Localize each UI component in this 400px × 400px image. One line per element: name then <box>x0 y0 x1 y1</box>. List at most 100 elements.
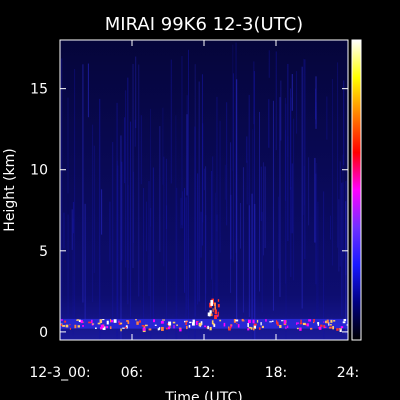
echo-cell <box>281 320 284 322</box>
noise-streak <box>117 165 119 329</box>
noise-streak <box>197 173 199 305</box>
echo-cell <box>248 326 252 329</box>
echo-cell <box>139 320 141 323</box>
noise-streak <box>133 171 135 244</box>
noise-streak <box>212 156 214 303</box>
echo-cell <box>124 326 127 329</box>
noise-streak <box>277 196 279 269</box>
echo-cell <box>279 324 282 328</box>
echo-cell <box>154 324 157 326</box>
noise-streak <box>216 96 218 232</box>
noise-streak <box>291 74 293 111</box>
noise-streak <box>236 79 238 324</box>
echo-cell <box>330 319 333 323</box>
noise-streak <box>253 71 255 329</box>
echo-cell <box>212 322 215 326</box>
echo-cell <box>306 323 309 327</box>
noise-streak <box>165 158 167 229</box>
noise-streak <box>72 218 74 336</box>
echo-cell <box>80 320 83 324</box>
echo-cell <box>283 319 286 324</box>
noise-streak <box>317 201 319 324</box>
echo-cell <box>125 325 128 329</box>
echo-cell <box>120 322 123 325</box>
echo-cell <box>213 323 216 327</box>
noise-streak <box>92 124 94 303</box>
echo-cell <box>69 324 71 326</box>
noise-streak <box>301 66 303 309</box>
noise-streak <box>280 80 282 141</box>
noise-streak <box>252 129 254 340</box>
echo-cell <box>178 327 182 329</box>
echo-cell <box>113 319 117 323</box>
noise-streak <box>202 123 204 223</box>
echo-cell <box>320 324 323 327</box>
noise-streak <box>181 55 183 226</box>
echo-cell <box>118 320 120 323</box>
noise-streak <box>205 215 207 294</box>
colorbar-gradient <box>352 40 361 340</box>
noise-streak <box>138 64 140 297</box>
echo-cell <box>65 324 69 328</box>
noise-streak <box>315 76 317 129</box>
echo-band <box>60 318 348 329</box>
echo-cell <box>118 322 122 325</box>
echo-cell <box>210 313 213 317</box>
noise-streak <box>99 98 101 340</box>
noise-streak <box>303 58 305 215</box>
noise-streak <box>248 205 250 318</box>
echo-cell <box>207 312 211 317</box>
echo-cell <box>192 319 195 323</box>
echo-cell <box>333 320 336 322</box>
echo-cell <box>326 319 329 324</box>
noise-streak <box>188 49 190 339</box>
echo-cell <box>236 322 238 325</box>
echo-cell <box>157 328 160 331</box>
echo-cell <box>100 324 104 328</box>
plot-area <box>59 39 349 341</box>
noise-streak <box>254 203 256 340</box>
echo-cell <box>230 324 233 327</box>
echo-cell <box>109 326 112 330</box>
noise-streak <box>232 73 234 262</box>
echo-cell <box>275 320 278 322</box>
echo-cell <box>336 328 339 331</box>
echo-cell <box>82 325 84 327</box>
echo-cell <box>189 321 192 324</box>
noise-streak <box>116 102 118 336</box>
noise-streak <box>290 88 292 190</box>
colorbar <box>351 39 362 341</box>
echo-cell <box>173 325 175 329</box>
noise-streak <box>145 201 147 252</box>
echo-cell <box>296 322 299 324</box>
echo-cell <box>265 319 267 322</box>
echo-cell <box>166 323 169 325</box>
echo-cell <box>217 299 220 302</box>
echo-cell <box>91 319 93 324</box>
echo-cell <box>165 327 168 330</box>
y-tick-label: 5 <box>39 244 48 260</box>
echo-cell <box>210 300 214 306</box>
echo-cell <box>211 320 214 325</box>
echo-cell <box>160 320 164 324</box>
echo-cell <box>329 324 332 326</box>
noise-streak <box>232 44 234 171</box>
echo-cell <box>346 324 348 326</box>
echo-cell <box>340 326 344 329</box>
echo-cell <box>198 322 202 327</box>
echo-cell <box>332 326 334 330</box>
noise-streak <box>127 77 129 305</box>
echo-cell <box>99 319 103 324</box>
noise-streak <box>215 192 217 304</box>
noise-streak <box>82 64 84 303</box>
noise-streak <box>152 167 154 331</box>
echo-cell <box>122 327 125 329</box>
echo-cell <box>102 319 105 321</box>
noise-streak <box>253 61 255 125</box>
noise-streak <box>148 180 150 297</box>
echo-cell <box>258 327 261 330</box>
echo-cell <box>260 322 262 326</box>
echo-cell <box>110 319 112 323</box>
echo-layer <box>60 298 348 333</box>
